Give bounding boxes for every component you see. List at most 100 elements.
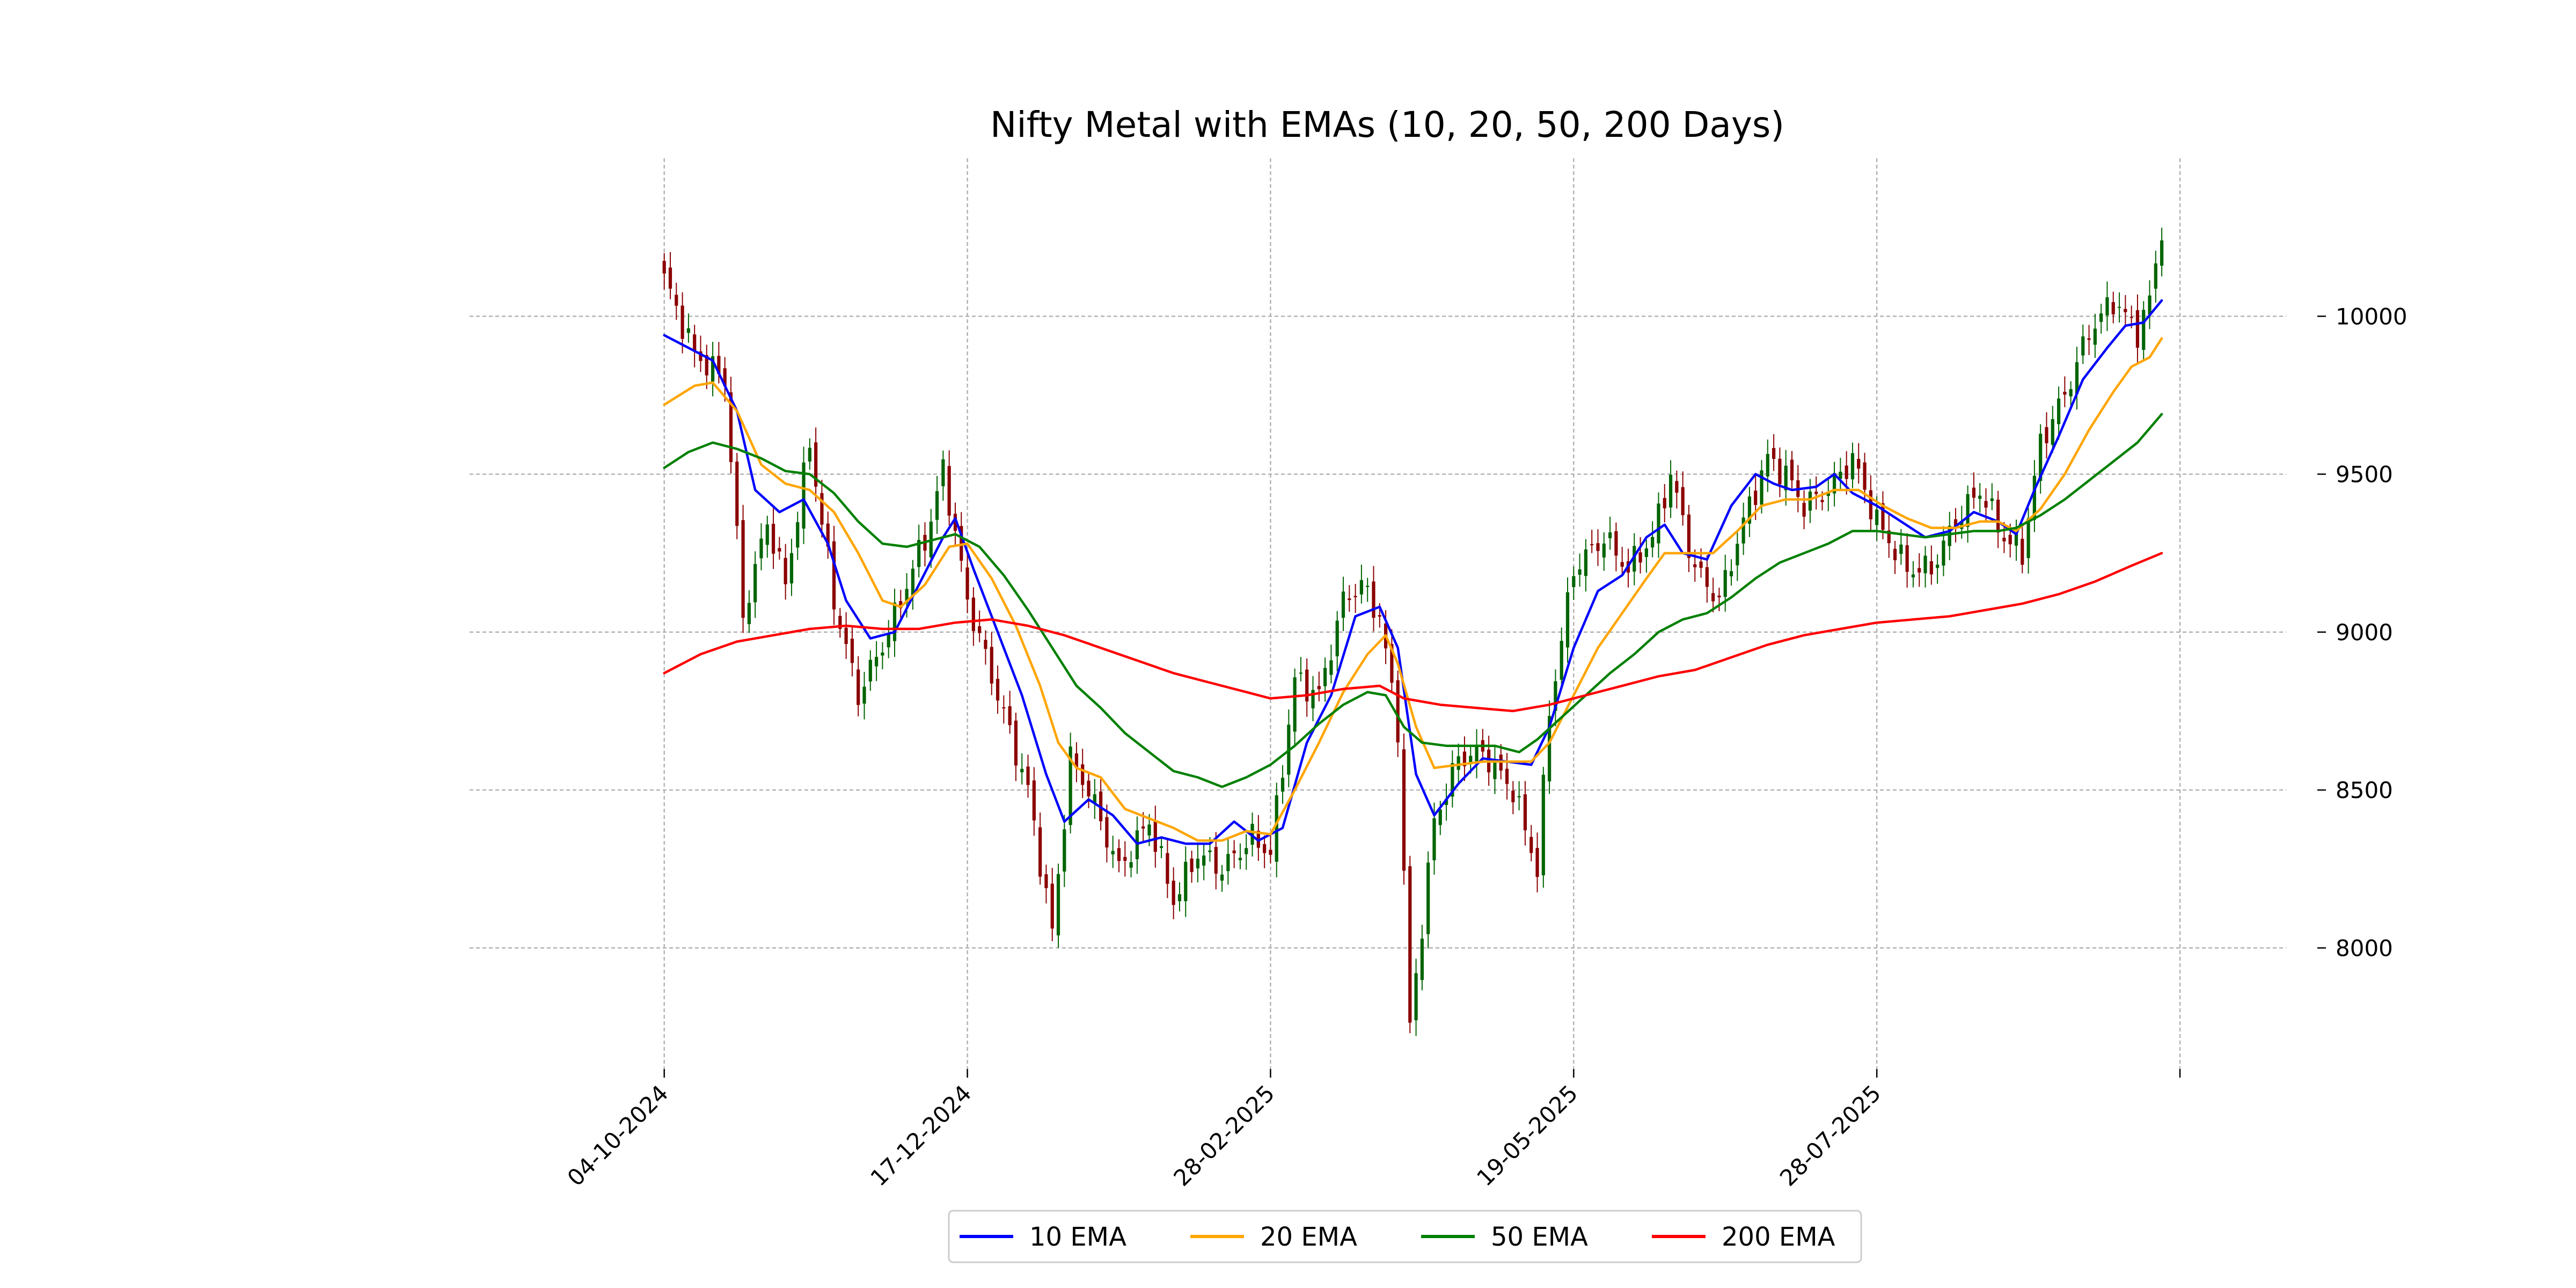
candle-body [1475,745,1478,763]
legend-label: 20 EMA [1260,1222,1357,1252]
candle-body [1505,769,1509,784]
candle-body [1706,567,1709,587]
candle-body [675,295,678,305]
ema-line-50-ema [664,414,2162,787]
candle-body [1305,670,1308,701]
candle-body [1681,487,1685,515]
candle-body [1166,853,1169,884]
candle-body [1923,555,1927,573]
candle-body [2051,419,2054,445]
ema-line-20-ema [664,339,2162,841]
candle-body [996,679,999,700]
candle-body [1026,766,1029,785]
candle-body [1008,706,1012,725]
candle-body [735,462,738,526]
chart: 04-10-2024 17-12-2024 28-02-2025 19-05-2025… [0,0,2576,1288]
candle-body [1002,707,1005,708]
candle-body [1857,459,1860,469]
candle-body [1184,862,1187,901]
candle-body [1608,532,1612,538]
candle-body [1141,826,1145,829]
candle-body [1675,481,1678,493]
candle-body [1711,593,1715,601]
candle-body [1978,496,1981,499]
x-tick-label: 19-05-2025 [1472,1080,1583,1191]
candle-body [948,466,951,515]
candle-body [1875,509,1878,525]
candle-body [1724,570,1727,597]
candle-body [796,522,799,547]
candle-body [1984,501,1987,507]
candle-body [1535,848,1539,877]
candle-body [1869,490,1872,519]
candle-body [972,598,975,631]
candle-body [1323,668,1327,686]
candle-body [845,628,848,644]
candle-body [1814,492,1818,494]
candle-body [2087,338,2090,340]
candle-body [2026,518,2030,558]
candle-body [1051,884,1054,929]
x-tick-label: 04-10-2024 [562,1080,674,1191]
candle-body [2142,310,2145,350]
candle-body [1845,465,1848,479]
candle-body [687,328,690,333]
candle-body [1439,809,1442,825]
candle-body [2063,392,2066,394]
y-axis-ticks: 800085009000950010000 [2317,303,2407,961]
candle-body [1669,474,1672,507]
candle-body [1687,515,1690,558]
candle-body [1578,569,1581,575]
candle-body [1129,862,1132,867]
candle-body [2118,307,2121,308]
candle-body [911,569,914,596]
candle-body [1220,875,1224,881]
candle-body [2069,389,2073,396]
candle-body [1754,491,1757,505]
candle-body [1147,824,1151,835]
candle-body [1766,454,1769,477]
candle-body [1621,562,1624,567]
candle-body [1245,848,1248,854]
candle-body [2094,328,2097,345]
candle-body [669,268,672,289]
candle-body [1293,677,1297,731]
candle-body [753,564,757,602]
candle-body [1566,592,1569,648]
candle-body [1524,794,1527,830]
candle-body [1014,721,1018,766]
candle-body [1421,939,1424,980]
candle-body [1378,615,1381,617]
candle-body [875,657,878,667]
candle-body [1560,641,1563,679]
candle-body [1930,561,1933,574]
legend: 10 EMA 20 EMA 50 EMA 200 EMA [949,1211,1861,1262]
candle-body [1208,851,1211,852]
candle-body [851,639,854,663]
candle-body [881,653,884,656]
candle-body [1899,545,1902,554]
candle-body [663,261,666,274]
candle-body [1372,582,1375,618]
candle-body [778,548,781,551]
candle-body [1044,874,1048,888]
candle-body [820,493,823,525]
legend-label: 10 EMA [1029,1222,1126,1252]
candle-body [1117,848,1121,861]
candle-body [748,603,751,624]
candle-body [784,558,787,584]
candle-body [1190,859,1193,872]
candle-body [1590,544,1593,545]
candle-body [741,520,744,618]
candle-body [1402,749,1406,870]
candle-body [1906,545,1909,572]
candle-body [1518,796,1521,797]
candle-body [832,541,836,610]
candle-body [1717,596,1721,597]
candle-body [1154,822,1157,852]
candle-body [1736,544,1739,565]
candle-body [857,669,860,705]
candle-body [1172,881,1175,905]
candle-body [1353,596,1357,597]
candle-body [2045,427,2048,443]
